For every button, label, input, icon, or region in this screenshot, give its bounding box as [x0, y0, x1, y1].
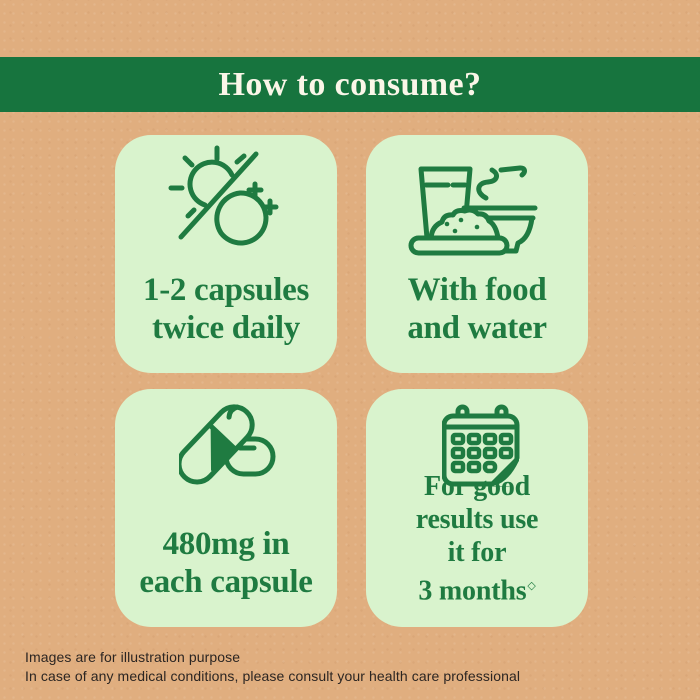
page-title: How to consume? [218, 65, 482, 103]
card-dosage-line2: twice daily [152, 310, 300, 346]
card-duration-line4-text: 3 months [418, 575, 527, 606]
capsules-icon [176, 398, 289, 508]
card-strength-line1: 480mg in [162, 526, 290, 562]
card-strength-line2: each capsule [139, 564, 313, 600]
card-duration-text: For good results use it for 3 months◇ [366, 470, 588, 607]
title-banner: How to consume? [0, 57, 700, 112]
card-dosage-line1: 1-2 capsules [143, 272, 309, 308]
disclaimer-line2: In case of any medical conditions, pleas… [25, 668, 521, 684]
footnote-mark: ◇ [527, 578, 536, 592]
card-food-line2: and water [407, 310, 547, 346]
calendar-icon [441, 403, 522, 502]
card-duration-line4: 3 months◇ [366, 569, 588, 607]
disclaimer: Images are for illustration purpose In c… [25, 648, 520, 686]
card-food-text: With food and water [366, 271, 588, 347]
card-food-line1: With food [407, 272, 547, 308]
food-water-icon [398, 149, 558, 274]
card-dosage-text: 1-2 capsules twice daily [115, 271, 337, 347]
card-duration-line3: it for [447, 536, 507, 568]
card-dosage: 1-2 capsules twice daily [115, 135, 337, 373]
card-strength: 480mg in each capsule [115, 389, 337, 627]
sun-moon-icon [157, 145, 297, 275]
disclaimer-line1: Images are for illustration purpose [25, 649, 241, 665]
card-strength-text: 480mg in each capsule [115, 525, 337, 601]
card-duration-line2: results use [415, 503, 539, 535]
card-duration-line1: For good [424, 470, 530, 502]
card-food: With food and water [366, 135, 588, 373]
card-duration: For good results use it for 3 months◇ [366, 389, 588, 627]
